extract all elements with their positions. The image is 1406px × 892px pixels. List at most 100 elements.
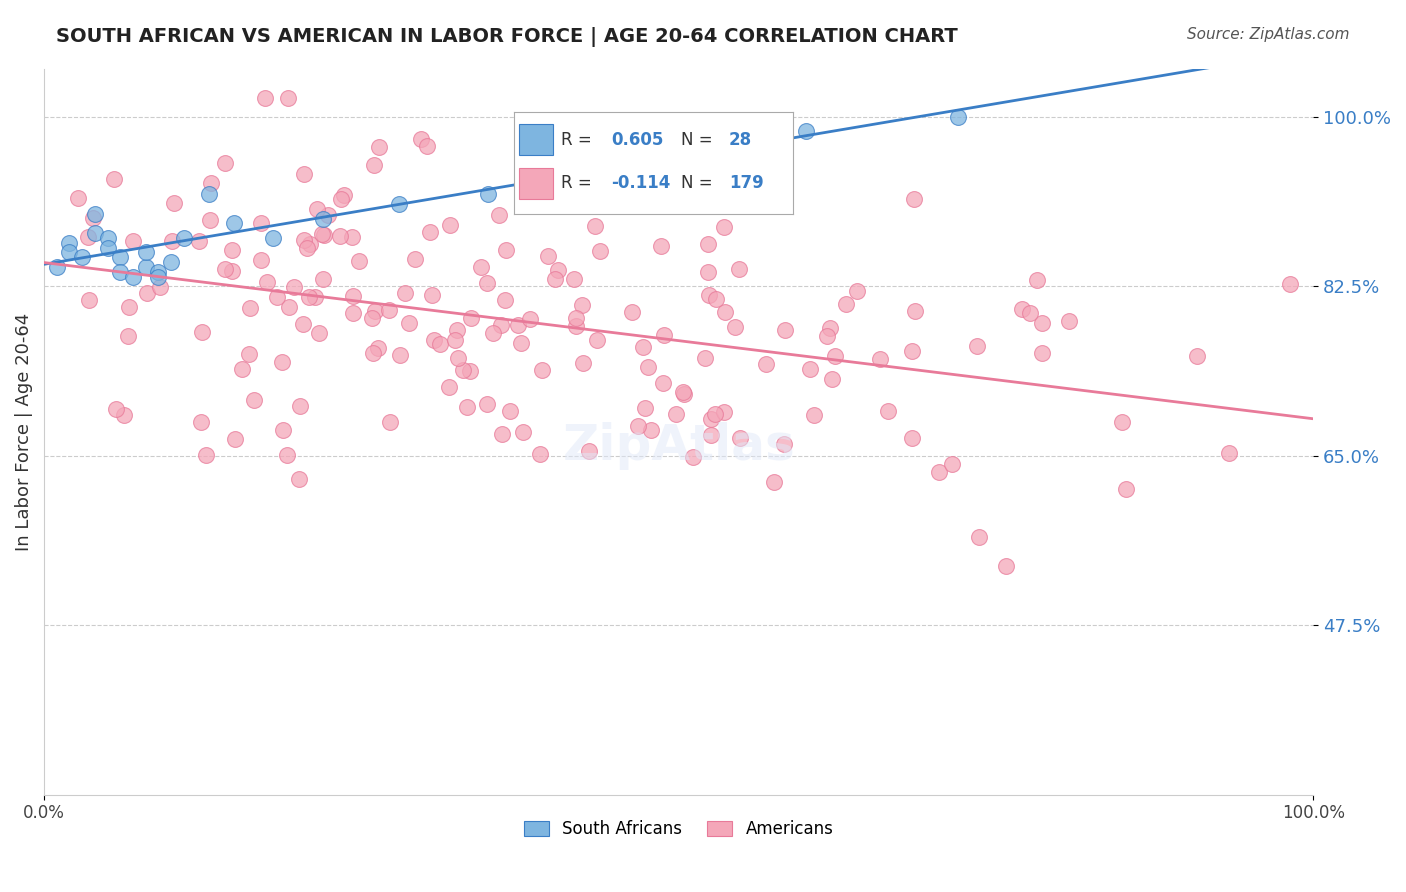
Americans: [572, 356, 595, 370]
Americans: [347, 254, 370, 268]
Americans: [475, 276, 498, 290]
Americans: [727, 262, 749, 277]
Americans: [224, 432, 246, 446]
Americans: [191, 325, 214, 339]
Americans: [214, 156, 236, 170]
South Africans: [540, 163, 562, 178]
Americans: [278, 300, 301, 314]
Americans: [901, 432, 924, 446]
South Africans: [224, 216, 246, 230]
Americans: [578, 444, 600, 458]
Americans: [627, 419, 650, 434]
Americans: [163, 195, 186, 210]
Americans: [312, 271, 335, 285]
Americans: [103, 172, 125, 186]
Americans: [419, 225, 441, 239]
Americans: [1019, 306, 1042, 320]
South Africans: [135, 260, 157, 274]
Americans: [565, 311, 588, 326]
Americans: [799, 362, 821, 376]
Americans: [342, 289, 364, 303]
Americans: [377, 302, 399, 317]
Americans: [458, 364, 481, 378]
Americans: [329, 228, 352, 243]
Legend: South Africans, Americans: South Africans, Americans: [517, 814, 841, 845]
Americans: [122, 234, 145, 248]
South Africans: [794, 124, 817, 138]
Americans: [66, 191, 89, 205]
Americans: [634, 401, 657, 416]
Americans: [332, 188, 354, 202]
Americans: [305, 202, 328, 217]
Americans: [506, 318, 529, 333]
Americans: [404, 252, 426, 266]
Americans: [149, 280, 172, 294]
Americans: [214, 261, 236, 276]
Americans: [820, 321, 842, 335]
Text: SOUTH AFRICAN VS AMERICAN IN LABOR FORCE | AGE 20-64 CORRELATION CHART: SOUTH AFRICAN VS AMERICAN IN LABOR FORCE…: [56, 27, 957, 46]
Americans: [1011, 302, 1033, 317]
Americans: [231, 361, 253, 376]
Americans: [488, 208, 510, 222]
Americans: [713, 219, 735, 234]
Americans: [665, 407, 688, 421]
Americans: [363, 158, 385, 172]
South Africans: [110, 250, 132, 264]
Americans: [277, 90, 299, 104]
Americans: [316, 208, 339, 222]
Americans: [283, 280, 305, 294]
Americans: [276, 448, 298, 462]
Americans: [77, 230, 100, 244]
Americans: [118, 300, 141, 314]
Americans: [1279, 277, 1302, 291]
Americans: [495, 243, 517, 257]
Americans: [755, 357, 778, 371]
Americans: [672, 386, 695, 401]
Americans: [439, 219, 461, 233]
South Africans: [135, 245, 157, 260]
Americans: [969, 530, 991, 544]
Americans: [1111, 415, 1133, 429]
South Africans: [122, 269, 145, 284]
Americans: [994, 558, 1017, 573]
South Africans: [262, 231, 284, 245]
South Africans: [946, 110, 969, 124]
Americans: [650, 239, 672, 253]
Americans: [621, 305, 644, 319]
Americans: [451, 363, 474, 377]
Americans: [398, 316, 420, 330]
South Africans: [198, 187, 221, 202]
Americans: [586, 333, 609, 347]
Americans: [640, 423, 662, 437]
Americans: [869, 351, 891, 366]
Americans: [697, 237, 720, 252]
Y-axis label: In Labor Force | Age 20-64: In Labor Force | Age 20-64: [15, 312, 32, 550]
Americans: [652, 376, 675, 390]
Americans: [117, 329, 139, 343]
Americans: [901, 344, 924, 359]
Americans: [253, 90, 276, 104]
Americans: [821, 372, 844, 386]
Americans: [803, 408, 825, 422]
Americans: [112, 408, 135, 422]
Americans: [423, 333, 446, 347]
Americans: [1218, 446, 1240, 460]
Americans: [250, 216, 273, 230]
Americans: [360, 311, 382, 326]
Americans: [367, 140, 389, 154]
Americans: [704, 292, 727, 306]
South Africans: [83, 226, 105, 240]
Americans: [846, 284, 869, 298]
Americans: [239, 301, 262, 316]
Americans: [562, 272, 585, 286]
Americans: [475, 396, 498, 410]
Americans: [824, 350, 846, 364]
Americans: [637, 359, 659, 374]
Americans: [200, 176, 222, 190]
Americans: [340, 229, 363, 244]
Americans: [512, 425, 534, 439]
Americans: [136, 285, 159, 300]
Americans: [266, 290, 288, 304]
Americans: [238, 347, 260, 361]
Americans: [696, 265, 718, 279]
